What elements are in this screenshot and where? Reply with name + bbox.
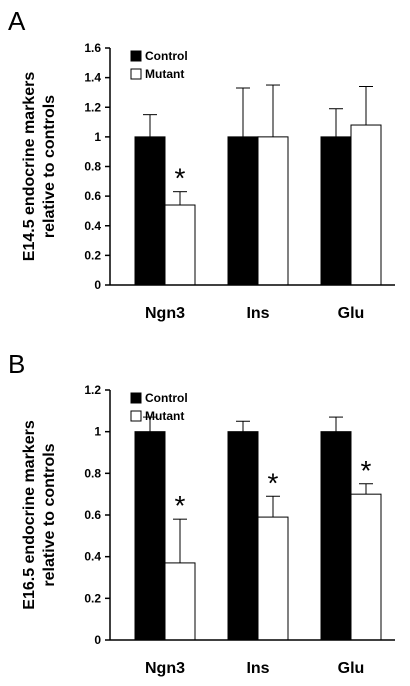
y-tick-label: 0.8 [84, 466, 101, 480]
legend-swatch-mutant [130, 68, 142, 80]
y-axis-label-line1: E16.5 endocrine markers [21, 420, 38, 610]
legend-swatch-mutant [130, 410, 142, 422]
bar-chart-b: 0 0.2 0.4 0.6 0.8 1 1.2 * * * Ngn3 Ins Glu Control Mut… [21, 383, 395, 677]
control-bar [320, 136, 352, 286]
panel-b: B 0 0.2 0.4 0.6 0.8 1 1.2 * * * Ngn3 Ins Glu Control M… [0, 343, 410, 686]
y-tick-label: 0 [94, 278, 101, 292]
significance-star: * [175, 490, 186, 521]
y-axis-label-line2: relative to controls [41, 443, 58, 586]
legend-label-control: Control [145, 391, 188, 405]
significance-star: * [361, 455, 372, 486]
y-tick-label: 1.2 [84, 100, 101, 114]
control-bar [134, 136, 166, 286]
y-axis-label: E16.5 endocrine markers relative to contr… [21, 420, 58, 610]
y-tick-label: 0.4 [84, 550, 101, 564]
x-category-label: Ins [246, 660, 269, 677]
mutant-bar [350, 124, 382, 286]
control-bar [320, 431, 352, 641]
x-category-label: Ngn3 [145, 660, 185, 677]
legend-label-mutant: Mutant [145, 67, 184, 81]
y-tick-label: 1 [94, 130, 101, 144]
bar-chart-a: 0 0.2 0.4 0.6 0.8 1 1.2 1.4 1.6 * Ngn3 Ins Glu Contro… [21, 41, 395, 322]
y-tick-label: 0.4 [84, 219, 101, 233]
mutant-bar [350, 493, 382, 641]
legend-swatch-control [130, 50, 142, 62]
mutant-bar [257, 516, 289, 641]
control-bar [134, 431, 166, 641]
y-tick-label: 1.4 [84, 71, 101, 85]
significance-star: * [268, 467, 279, 498]
panel-letter: B [8, 349, 26, 379]
significance-star: * [175, 163, 186, 194]
legend-label-mutant: Mutant [145, 409, 184, 423]
x-category-label: Ngn3 [145, 305, 185, 322]
y-tick-label: 1.6 [84, 41, 101, 55]
y-tick-label: 0.6 [84, 508, 101, 522]
control-bar [227, 136, 259, 286]
y-tick-label: 0.2 [84, 248, 101, 262]
y-tick-label: 0.2 [84, 591, 101, 605]
y-tick-label: 0.8 [84, 160, 101, 174]
y-axis-label-line1: E14.5 endocrine markers [21, 72, 38, 262]
panel-letter: A [8, 6, 26, 36]
x-category-label: Ins [246, 305, 269, 322]
y-axis-label: E14.5 endocrine markers relative to contr… [21, 72, 58, 262]
mutant-bar [257, 136, 289, 286]
y-tick-label: 0.6 [84, 189, 101, 203]
mutant-bar [164, 204, 196, 286]
panel-a: A 0 0.2 0.4 0.6 0.8 1 1.2 1.4 1.6 * Ngn3 Ins Glu Cont… [8, 6, 395, 322]
legend-swatch-control [130, 392, 142, 404]
legend-label-control: Control [145, 49, 188, 63]
y-axis-label-line2: relative to controls [41, 95, 58, 238]
y-tick-label: 0 [94, 633, 101, 647]
control-bar [227, 431, 259, 641]
x-category-label: Glu [338, 660, 365, 677]
mutant-bar [164, 562, 196, 641]
y-tick-label: 1 [94, 425, 101, 439]
x-category-label: Glu [338, 305, 365, 322]
y-tick-label: 1.2 [84, 383, 101, 397]
